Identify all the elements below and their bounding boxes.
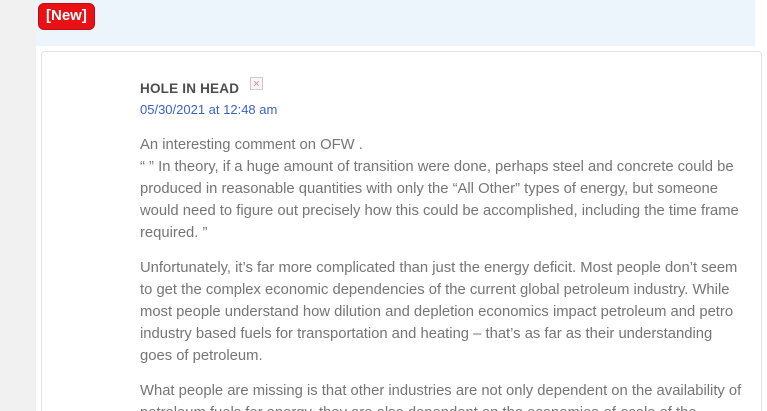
comment-paragraph-1: An interesting comment on OFW . “ ” In t… — [140, 137, 739, 241]
comment-paragraph-2: Unfortunately, it’s far more complicated… — [140, 260, 738, 364]
comment-header: HOLE IN HEAD — [140, 77, 747, 97]
broken-image-icon — [249, 77, 263, 90]
new-badge: [New] — [38, 3, 95, 30]
comment-author: HOLE IN HEAD — [140, 81, 240, 96]
left-gutter — [0, 0, 36, 411]
comment-paragraph-3: What people are missing is that other in… — [140, 383, 742, 411]
comment-body: An interesting comment on OFW . “ ” In t… — [140, 134, 747, 411]
new-comment-band: [New] — [36, 0, 755, 46]
comment-timestamp-link[interactable]: 05/30/2021 at 12:48 am — [140, 102, 278, 117]
comment-card: HOLE IN HEAD 05/30/2021 at 12:48 am An i… — [41, 51, 762, 411]
